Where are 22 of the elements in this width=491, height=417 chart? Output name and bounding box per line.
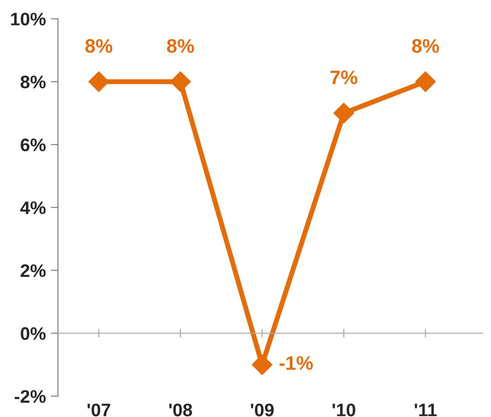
- x-tick-label: '08: [169, 404, 192, 416]
- x-tick-label: '07: [88, 404, 110, 416]
- point: [88, 71, 110, 92]
- y-tick-label: 2%: [20, 264, 46, 278]
- y-tick-label: -2%: [14, 390, 46, 403]
- y-tick-label: 8%: [20, 76, 46, 88]
- data-label: 8%: [167, 39, 194, 53]
- x-tick-label: '10: [332, 404, 356, 416]
- point: [170, 71, 191, 92]
- x-tick-label: '11: [414, 404, 437, 416]
- data-label: 7%: [330, 70, 358, 84]
- data-label: 8%: [85, 39, 112, 53]
- point: [252, 354, 272, 376]
- y-tick-label: 10%: [11, 12, 46, 26]
- point: [415, 71, 436, 92]
- point: [333, 102, 354, 124]
- y-tick-label: 4%: [20, 201, 46, 214]
- y-tick-label: 0%: [20, 327, 46, 340]
- data-label: 8%: [412, 39, 440, 53]
- y-tick-label: 6%: [20, 138, 46, 152]
- data-label: -1%: [280, 356, 313, 370]
- x-tick-label: '09: [250, 404, 274, 416]
